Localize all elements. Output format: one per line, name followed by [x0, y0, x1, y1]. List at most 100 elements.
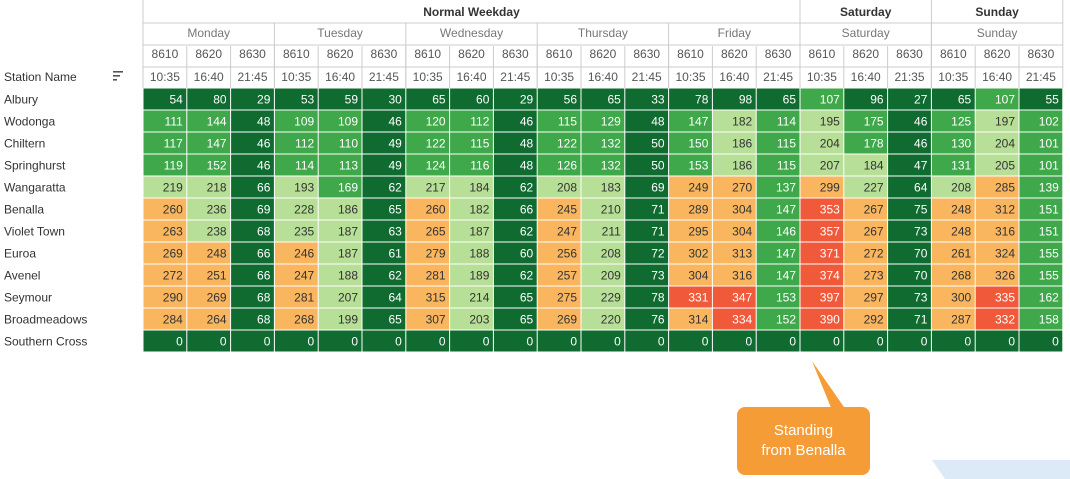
heatmap-cell — [493, 110, 537, 132]
heatmap-cell — [888, 132, 931, 154]
heatmap-cell — [1019, 132, 1063, 154]
cell-value-label: 0 — [351, 335, 358, 349]
heatmap-cell — [318, 330, 362, 352]
cell-value-label: 295 — [688, 225, 708, 239]
heatmap-cell — [800, 264, 844, 286]
heatmap-cell — [143, 242, 187, 264]
heatmap-cell — [931, 242, 975, 264]
cell-value-label: 62 — [520, 269, 534, 283]
heatmap-cell — [712, 88, 756, 110]
cell-value-label: 29 — [257, 93, 271, 107]
heatmap-cell — [406, 220, 450, 242]
cell-value-label: 275 — [557, 291, 577, 305]
departure-time-label: 16:40 — [325, 70, 355, 84]
cell-value-label: 334 — [732, 313, 752, 327]
cell-value-label: 0 — [702, 335, 709, 349]
cell-value-label: 245 — [557, 203, 577, 217]
cell-value-label: 65 — [520, 291, 534, 305]
cell-value-label: 175 — [864, 115, 884, 129]
departure-time-label: 21:45 — [763, 70, 793, 84]
cell-value-label: 107 — [820, 93, 840, 107]
heatmap-cell — [888, 242, 931, 264]
cell-value-label: 80 — [213, 93, 227, 107]
heatmap-cell — [493, 176, 537, 198]
heatmap-cell — [669, 220, 712, 242]
cell-value-label: 187 — [338, 225, 358, 239]
heatmap-cell — [625, 220, 669, 242]
heatmap-cell — [493, 264, 537, 286]
heatmap-cell — [975, 308, 1019, 330]
heatmap-cell — [537, 154, 581, 176]
heatmap-cell — [931, 88, 975, 110]
cell-value-label: 114 — [295, 159, 314, 173]
heatmap-cell — [493, 132, 537, 154]
cell-value-label: 214 — [469, 291, 489, 305]
heatmap-cell — [187, 88, 231, 110]
cell-value-label: 272 — [864, 247, 884, 261]
heatmap-cell — [450, 330, 493, 352]
heatmap-cell — [712, 176, 756, 198]
cell-value-label: 111 — [165, 115, 184, 129]
heatmap-cell — [712, 110, 756, 132]
train-number-label: 8610 — [414, 47, 441, 61]
cell-value-label: 219 — [163, 181, 183, 195]
heatmap-cell — [406, 286, 450, 308]
cell-value-label: 0 — [176, 335, 183, 349]
heatmap-cell — [669, 242, 712, 264]
departure-time-label: 10:35 — [413, 70, 443, 84]
heatmap-cell — [1019, 88, 1063, 110]
cell-value-label: 114 — [777, 115, 796, 129]
heatmap-cell — [800, 176, 844, 198]
cell-value-label: 0 — [527, 335, 534, 349]
heatmap-cell — [669, 198, 712, 220]
cell-value-label: 62 — [388, 181, 402, 195]
heatmap-cell — [143, 220, 187, 242]
cell-value-label: 55 — [1045, 93, 1059, 107]
train-number-label: 8610 — [677, 47, 704, 61]
heatmap-cell — [712, 308, 756, 330]
heatmap-cell — [1019, 176, 1063, 198]
heatmap-cell — [187, 220, 231, 242]
heatmap-cell — [1019, 286, 1063, 308]
heatmap-cell — [581, 220, 625, 242]
cell-value-label: 68 — [257, 291, 271, 305]
cell-value-label: 270 — [732, 181, 752, 195]
heatmap-cell — [800, 242, 844, 264]
heatmap-cell — [274, 198, 318, 220]
heatmap-cell — [756, 220, 800, 242]
departure-time-label: 10:35 — [544, 70, 574, 84]
cell-value-label: 199 — [338, 313, 358, 327]
heatmap-cell — [888, 308, 931, 330]
heatmap-cell — [406, 88, 450, 110]
heatmap-cell — [362, 308, 406, 330]
cell-value-label: 107 — [995, 93, 1015, 107]
heatmap-cell — [187, 176, 231, 198]
cell-value-label: 247 — [294, 269, 314, 283]
heatmap-cell — [888, 198, 931, 220]
cell-value-label: 186 — [338, 203, 358, 217]
cell-value-label: 285 — [995, 181, 1015, 195]
cell-value-label: 188 — [469, 247, 489, 261]
heatmap-cell — [318, 88, 362, 110]
heatmap-cell — [406, 308, 450, 330]
heatmap-cell — [274, 242, 318, 264]
cell-value-label: 46 — [257, 137, 271, 151]
heatmap-cell — [1019, 154, 1063, 176]
cell-value-label: 71 — [651, 225, 665, 239]
cell-value-label: 228 — [294, 203, 314, 217]
heatmap-cell — [318, 242, 362, 264]
heatmap-cell — [450, 176, 493, 198]
cell-value-label: 112 — [295, 137, 314, 151]
cell-value-label: 217 — [426, 181, 446, 195]
heatmap-cell — [537, 308, 581, 330]
heatmap-cell — [406, 264, 450, 286]
heatmap-cell — [931, 132, 975, 154]
cell-value-label: 0 — [439, 335, 446, 349]
corner-decoration-shape — [932, 460, 1070, 479]
cell-value-label: 0 — [570, 335, 577, 349]
cell-value-label: 78 — [651, 291, 665, 305]
cell-value-label: 48 — [257, 115, 271, 129]
cell-value-label: 60 — [520, 247, 534, 261]
cell-value-label: 260 — [163, 203, 183, 217]
heatmap-cell — [712, 220, 756, 242]
